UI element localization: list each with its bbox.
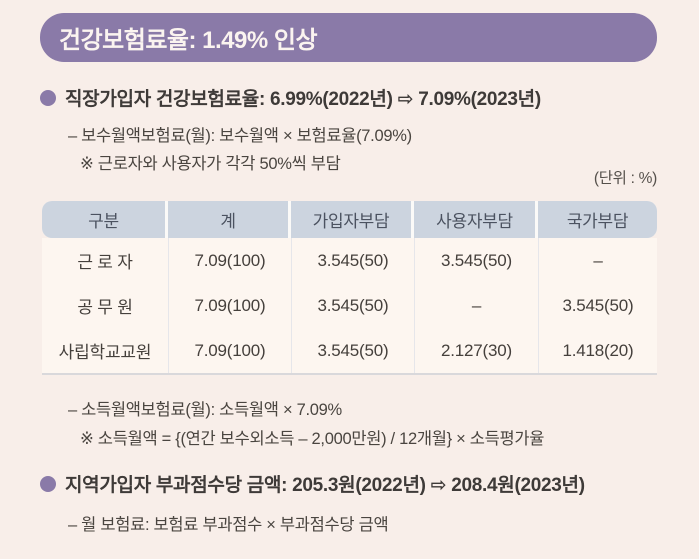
table-cell: 1.418(20) (538, 328, 657, 373)
regional-monthly-formula: – 월 보험료: 보험료 부과점수 × 부과점수당 금액 (68, 516, 389, 534)
table-header-government-share: 국가부담 (538, 201, 657, 238)
wage-premium-formula: – 보수월액보험료(월): 보수월액 × 보험료율(7.09%) (68, 127, 412, 145)
header-badge: 건강보험료율: 1.49% 인상 (40, 13, 657, 62)
income-premium-formula: – 소득월액보험료(월): 소득월액 × 7.09% (68, 401, 342, 419)
table-cell: 7.09(100) (168, 328, 291, 373)
table-cell: 3.545(50) (291, 238, 414, 283)
workplace-section-title: 직장가입자 건강보험료율: 6.99%(2022년) ⇨ 7.09%(2023년… (65, 89, 541, 110)
table-header-employer-share: 사용자부담 (414, 201, 535, 238)
income-premium-note: ※ 소득월액 = {(연간 보수외소득 – 2,000만원) / 12개월} ×… (80, 430, 545, 448)
table-cell: 사립학교교원 (58, 343, 152, 362)
table-cell: 근 로 자 (77, 253, 133, 272)
table-cell: 3.545(50) (414, 238, 538, 283)
table-unit-label: (단위 : %) (593, 170, 657, 187)
table-cell: 3.545(50) (291, 328, 414, 373)
workplace-section-title-row: 직장가입자 건강보험료율: 6.99%(2022년) ⇨ 7.09%(2023년… (40, 84, 541, 111)
bullet-icon (40, 89, 56, 106)
table-cell: – (414, 283, 538, 328)
table-cell: 3.545(50) (291, 283, 414, 328)
header-badge-label: 건강보험료율: 1.49% 인상 (59, 27, 318, 54)
table-header-total: 계 (168, 201, 288, 238)
regional-section-title: 지역가입자 부과점수당 금액: 205.3원(2022년) ⇨ 208.4원(2… (65, 475, 585, 496)
table-header-row: 구분 계 가입자부담 사용자부담 국가부담 (42, 201, 657, 238)
premium-rate-table: 구분 계 가입자부담 사용자부담 국가부담 근 로 자 7.09(100) 3.… (42, 201, 657, 375)
table-cell: 7.09(100) (168, 283, 291, 328)
bullet-icon (40, 475, 56, 492)
table-cell: 공 무 원 (77, 298, 133, 317)
table-cell: 2.127(30) (414, 328, 538, 373)
regional-section-title-row: 지역가입자 부과점수당 금액: 205.3원(2022년) ⇨ 208.4원(2… (40, 470, 585, 497)
table-cell: – (538, 238, 657, 283)
wage-premium-note: ※ 근로자와 사용자가 각각 50%씩 부담 (80, 155, 341, 173)
table-cell: 7.09(100) (168, 238, 291, 283)
table-header-category: 구분 (42, 201, 165, 238)
table-header-subscriber-share: 가입자부담 (291, 201, 411, 238)
table-cell: 3.545(50) (538, 283, 657, 328)
table-body: 근 로 자 7.09(100) 3.545(50) 3.545(50) – 공 … (42, 238, 657, 375)
